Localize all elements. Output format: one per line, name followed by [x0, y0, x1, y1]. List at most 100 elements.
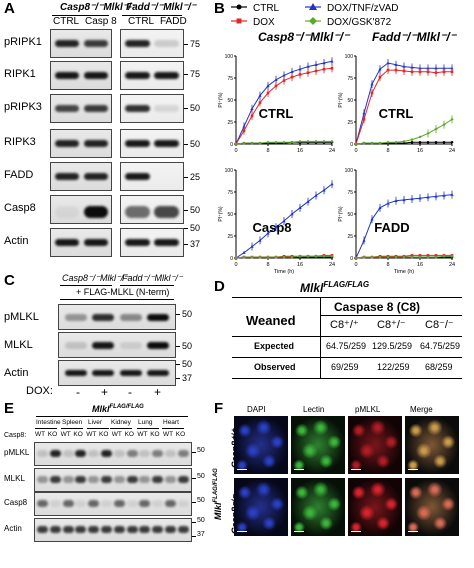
y-tick-label: 75 [347, 190, 353, 196]
data-point [426, 140, 430, 144]
genotype-label-0: WT [35, 431, 46, 438]
band [120, 314, 142, 321]
data-point [402, 69, 406, 73]
band [125, 105, 150, 112]
data-point [394, 68, 398, 72]
y-tick-label: 75 [227, 76, 233, 82]
band [147, 342, 169, 349]
band [139, 526, 151, 533]
band [75, 526, 87, 533]
band [165, 476, 176, 483]
x-tick-label: 24 [449, 262, 455, 268]
band [84, 140, 108, 147]
legend-item-dox: DOX [231, 17, 275, 28]
column-label-dapi: DAPI [247, 405, 266, 414]
panel-e-letter: E [4, 400, 15, 417]
x-tick-label: 24 [329, 262, 335, 268]
y-axis-label: PI⁺(%) [218, 92, 224, 107]
band [88, 450, 100, 457]
band [62, 450, 74, 457]
data-point [354, 256, 358, 260]
column-label-merge: Merge [410, 405, 433, 414]
marker-label: 50 [190, 139, 201, 149]
panel-c-group1-underline [60, 285, 112, 286]
genotype-label-4: WT [86, 431, 97, 438]
band [88, 476, 100, 483]
data-point [250, 107, 254, 110]
marker-label: 37 [197, 531, 205, 538]
data-point [258, 238, 262, 242]
data-point [386, 140, 390, 144]
data-point [378, 75, 382, 79]
panel-a-letter: A [4, 0, 15, 17]
data-point [282, 73, 286, 77]
data-point [418, 196, 422, 200]
band [65, 342, 87, 349]
data-point [314, 254, 318, 258]
band [154, 206, 179, 218]
marker-label: 50 [182, 341, 193, 351]
band [125, 173, 150, 180]
panel-d-mid-rule [232, 336, 462, 337]
marker-tick [184, 177, 188, 178]
data-point [442, 193, 446, 197]
scale-bar [408, 531, 418, 532]
group1-underline [52, 15, 109, 16]
marker-label: 50 [182, 359, 193, 369]
x-tick-label: 8 [386, 262, 389, 268]
band [152, 500, 164, 507]
data-point [314, 193, 318, 197]
genotype-label-8: WT [137, 431, 148, 438]
subplot-1: 0 25 50 75 100 0 8 16 24 PI⁺(%) CTRL [338, 54, 455, 154]
data-point [402, 141, 406, 145]
marker-tick [176, 364, 180, 365]
marker-tick [192, 452, 196, 453]
tissue-underline [61, 428, 83, 429]
panel-d-weaned: Weaned [246, 313, 296, 328]
data-point [434, 127, 438, 131]
genotype-label-2: WT [60, 431, 71, 438]
data-point [250, 244, 254, 248]
data-point [322, 254, 326, 258]
genotype-label-6: WT [111, 431, 122, 438]
blot-row-label-ripk1: RIPK1 [4, 68, 36, 80]
micrograph-lectin-row-1 [291, 416, 345, 474]
data-point [274, 77, 278, 81]
blot-row-label-actin: Actin [4, 235, 29, 247]
legend-item-ctrl: CTRL [231, 3, 280, 14]
marker-tick [192, 522, 196, 523]
band [154, 140, 179, 147]
band [126, 526, 138, 533]
y-tick-label: 100 [225, 54, 234, 60]
y-tick-label: 50 [347, 98, 353, 104]
band [177, 526, 189, 533]
tissue-underline [110, 428, 132, 429]
tissue-label-intestine: Intestine [36, 419, 61, 426]
tissue-label-heart: Heart [163, 419, 179, 426]
blot-row-label-actin: Actin [4, 367, 29, 379]
data-point [410, 65, 414, 69]
subplot-3: 0 25 50 75 100 0 8 16 24 PI⁺(%) Time (h) FADD [338, 168, 455, 274]
data-point [450, 117, 454, 121]
data-point [322, 67, 326, 71]
genotype-label-11: KO [175, 431, 186, 438]
blot-row-label-pripk3: pRIPK3 [4, 101, 42, 113]
data-point [434, 254, 438, 257]
panel-b-col1-title: Casp8⁻/⁻Mlkl⁻/⁻ [258, 30, 350, 44]
band [152, 450, 164, 457]
blot-c-pmlkl [58, 304, 176, 330]
panel-d-caspase-header: Caspase 8 (C8) [334, 300, 421, 314]
y-tick-label: 75 [227, 190, 233, 196]
panel-b-charts: 0 25 50 75 100 0 8 16 24 PI⁺(%) CTRL 0 25 50 75 100 0 8 16… [218, 54, 455, 274]
data-point [306, 139, 310, 143]
marker-label: 75 [190, 69, 201, 79]
band [37, 450, 48, 457]
data-point [410, 197, 414, 201]
genotype-label-3: KO [73, 431, 83, 438]
marker-tick [184, 74, 188, 75]
blot-e-actin [34, 518, 192, 542]
blot-a-left-ripk1 [50, 61, 112, 90]
marker-label: 25 [190, 172, 201, 182]
data-point [370, 217, 374, 221]
panel-b-col2-title: Fadd⁻/⁻Mlkl⁻/⁻ [372, 30, 457, 44]
